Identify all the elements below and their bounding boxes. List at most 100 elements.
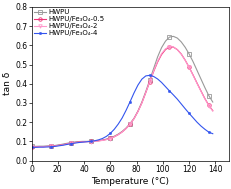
HWPU/Fe₃O₄-2 [89, 140, 92, 143]
HWPU/Fe₃O₄-2 [112, 136, 115, 138]
HWPU [128, 122, 131, 125]
HWPU/Fe₃O₄-4 [187, 112, 190, 115]
HWPU/Fe₃O₄-0.5 [89, 140, 92, 143]
HWPU [93, 140, 96, 142]
HWPU/Fe₃O₄-4 [167, 90, 170, 92]
HWPU/Fe₃O₄-4 [58, 145, 60, 147]
HWPU [69, 141, 72, 144]
HWPU/Fe₃O₄-4 [42, 146, 45, 148]
HWPU/Fe₃O₄-0.5 [203, 97, 205, 100]
HWPU/Fe₃O₄-4 [89, 140, 92, 143]
HWPU/Fe₃O₄-2 [203, 98, 205, 100]
HWPU [171, 35, 174, 37]
HWPU/Fe₃O₄-4 [65, 143, 68, 146]
HWPU/Fe₃O₄-4 [120, 117, 123, 119]
HWPU/Fe₃O₄-4 [148, 74, 150, 77]
HWPU/Fe₃O₄-4 [112, 128, 115, 130]
HWPU/Fe₃O₄-0.5 [30, 146, 33, 148]
HWPU/Fe₃O₄-2 [93, 140, 96, 143]
HWPU/Fe₃O₄-2 [61, 144, 64, 146]
HWPU/Fe₃O₄-2 [109, 137, 111, 140]
HWPU/Fe₃O₄-0.5 [120, 131, 123, 133]
Line: HWPU/Fe₃O₄-0.5: HWPU/Fe₃O₄-0.5 [30, 45, 214, 149]
HWPU/Fe₃O₄-4 [203, 128, 205, 130]
HWPU/Fe₃O₄-2 [163, 48, 166, 50]
HWPU [109, 137, 111, 139]
HWPU/Fe₃O₄-0.5 [195, 82, 198, 84]
HWPU/Fe₃O₄-2 [65, 143, 68, 145]
HWPU/Fe₃O₄-4 [54, 145, 56, 147]
HWPU/Fe₃O₄-4 [85, 141, 88, 143]
HWPU [210, 101, 213, 103]
HWPU/Fe₃O₄-2 [144, 91, 146, 94]
HWPU/Fe₃O₄-2 [171, 46, 174, 48]
HWPU/Fe₃O₄-4 [155, 78, 158, 80]
X-axis label: Temperature (°C): Temperature (°C) [91, 177, 168, 186]
HWPU [159, 46, 162, 49]
HWPU/Fe₃O₄-2 [69, 142, 72, 144]
HWPU/Fe₃O₄-2 [175, 48, 178, 51]
HWPU/Fe₃O₄-2 [30, 146, 33, 148]
HWPU/Fe₃O₄-2 [50, 145, 52, 147]
HWPU/Fe₃O₄-0.5 [85, 140, 88, 143]
HWPU/Fe₃O₄-4 [207, 131, 209, 133]
HWPU/Fe₃O₄-2 [132, 118, 135, 120]
HWPU/Fe₃O₄-4 [116, 123, 119, 125]
HWPU [195, 69, 198, 71]
HWPU/Fe₃O₄-4 [69, 143, 72, 145]
HWPU/Fe₃O₄-4 [132, 92, 135, 94]
HWPU/Fe₃O₄-2 [77, 141, 80, 143]
HWPU/Fe₃O₄-0.5 [97, 140, 100, 142]
HWPU/Fe₃O₄-2 [167, 45, 170, 48]
HWPU/Fe₃O₄-0.5 [50, 145, 52, 147]
HWPU/Fe₃O₄-4 [124, 109, 127, 111]
HWPU/Fe₃O₄-2 [199, 90, 201, 92]
HWPU [163, 40, 166, 42]
HWPU/Fe₃O₄-2 [128, 123, 131, 125]
HWPU/Fe₃O₄-2 [155, 60, 158, 62]
HWPU/Fe₃O₄-0.5 [148, 81, 150, 83]
HWPU/Fe₃O₄-2 [136, 111, 139, 113]
HWPU/Fe₃O₄-4 [50, 146, 52, 148]
HWPU/Fe₃O₄-4 [97, 139, 100, 141]
HWPU/Fe₃O₄-0.5 [77, 141, 80, 143]
HWPU/Fe₃O₄-0.5 [183, 59, 186, 61]
HWPU/Fe₃O₄-0.5 [42, 145, 45, 148]
HWPU/Fe₃O₄-0.5 [199, 90, 201, 92]
HWPU/Fe₃O₄-0.5 [93, 140, 96, 142]
HWPU/Fe₃O₄-4 [140, 78, 143, 80]
HWPU/Fe₃O₄-2 [152, 70, 154, 72]
HWPU/Fe₃O₄-0.5 [152, 70, 154, 73]
HWPU/Fe₃O₄-0.5 [144, 91, 146, 94]
HWPU/Fe₃O₄-2 [105, 139, 107, 141]
HWPU/Fe₃O₄-2 [210, 110, 213, 112]
HWPU/Fe₃O₄-0.5 [171, 46, 174, 48]
HWPU/Fe₃O₄-0.5 [132, 118, 135, 120]
HWPU [136, 110, 139, 112]
HWPU [207, 94, 209, 97]
HWPU/Fe₃O₄-4 [46, 146, 49, 148]
HWPU/Fe₃O₄-0.5 [163, 48, 166, 51]
HWPU/Fe₃O₄-4 [81, 141, 84, 143]
HWPU/Fe₃O₄-2 [195, 82, 198, 84]
HWPU [116, 133, 119, 135]
HWPU/Fe₃O₄-2 [191, 74, 194, 77]
HWPU/Fe₃O₄-2 [159, 53, 162, 55]
HWPU [77, 140, 80, 143]
HWPU/Fe₃O₄-0.5 [175, 48, 178, 51]
HWPU/Fe₃O₄-0.5 [167, 46, 170, 48]
HWPU [124, 127, 127, 129]
HWPU [65, 142, 68, 144]
HWPU [61, 143, 64, 145]
HWPU/Fe₃O₄-0.5 [109, 137, 111, 139]
HWPU/Fe₃O₄-2 [58, 144, 60, 146]
HWPU/Fe₃O₄-4 [159, 81, 162, 84]
HWPU/Fe₃O₄-0.5 [159, 53, 162, 56]
HWPU/Fe₃O₄-4 [30, 146, 33, 149]
Line: HWPU/Fe₃O₄-2: HWPU/Fe₃O₄-2 [30, 45, 214, 149]
HWPU/Fe₃O₄-4 [105, 135, 107, 138]
HWPU [42, 145, 45, 147]
HWPU/Fe₃O₄-4 [183, 108, 186, 110]
HWPU/Fe₃O₄-0.5 [136, 111, 139, 113]
HWPU [73, 141, 76, 143]
